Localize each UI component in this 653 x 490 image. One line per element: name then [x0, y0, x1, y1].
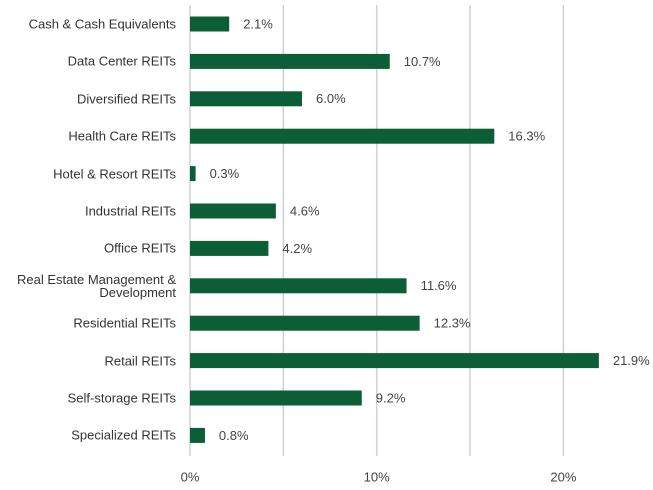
bar	[190, 278, 407, 294]
data-label: 12.3%	[434, 316, 471, 331]
y-tick-label: Industrial REITs	[84, 203, 176, 219]
y-tick-label: Self-storage REITs	[67, 390, 176, 406]
bar	[190, 315, 420, 331]
y-tick-label: Hotel & Resort REITs	[53, 166, 176, 182]
data-label: 4.2%	[282, 241, 312, 256]
data-label: 0.3%	[210, 166, 240, 181]
bar	[190, 240, 269, 256]
bar	[190, 203, 276, 219]
data-label: 10.7%	[404, 54, 441, 69]
data-label: 21.9%	[613, 353, 650, 368]
x-tick-label: 0%	[181, 469, 200, 484]
bar	[190, 53, 390, 69]
x-tick-label: 10%	[364, 469, 390, 484]
bar	[190, 16, 230, 32]
data-label: 6.0%	[316, 91, 346, 106]
y-tick-label: Retail REITs	[104, 353, 176, 369]
y-tick-label: Health Care REITs	[68, 128, 176, 144]
data-label: 16.3%	[508, 129, 545, 144]
bar	[190, 128, 495, 144]
y-tick-label: Cash & Cash Equivalents	[28, 16, 176, 32]
data-label: 11.6%	[421, 278, 457, 293]
y-tick-label: Real Estate Management & Development	[17, 271, 176, 300]
data-label: 2.1%	[243, 16, 273, 31]
data-label: 4.6%	[290, 203, 320, 218]
x-tick-label: 20%	[550, 469, 576, 484]
bar	[190, 166, 196, 182]
y-tick-label: Office REITs	[103, 240, 176, 256]
y-tick-label: Specialized REITs	[71, 427, 176, 443]
data-label: 9.2%	[376, 390, 406, 405]
bar	[190, 353, 599, 369]
y-tick-label: Residential REITs	[73, 315, 176, 331]
y-tick-label: Diversified REITs	[77, 91, 176, 107]
bar	[190, 91, 303, 107]
y-tick-label: Data Center REITs	[67, 53, 176, 69]
bar	[190, 427, 205, 443]
data-label: 0.8%	[219, 428, 249, 443]
bar	[190, 390, 362, 406]
